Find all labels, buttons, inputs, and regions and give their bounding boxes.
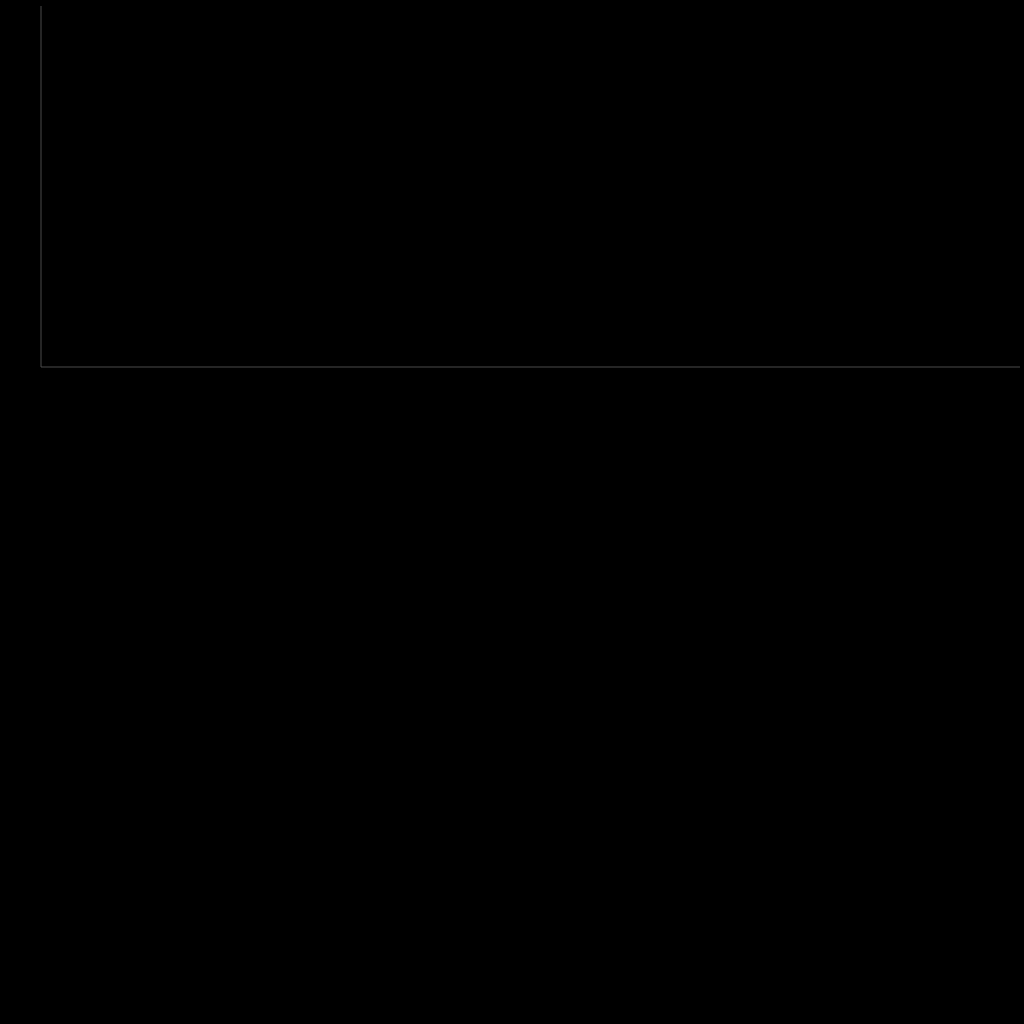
header [0, 480, 990, 494]
trend-grid-chart [0, 630, 1024, 990]
popularity-chart [40, 6, 1020, 368]
